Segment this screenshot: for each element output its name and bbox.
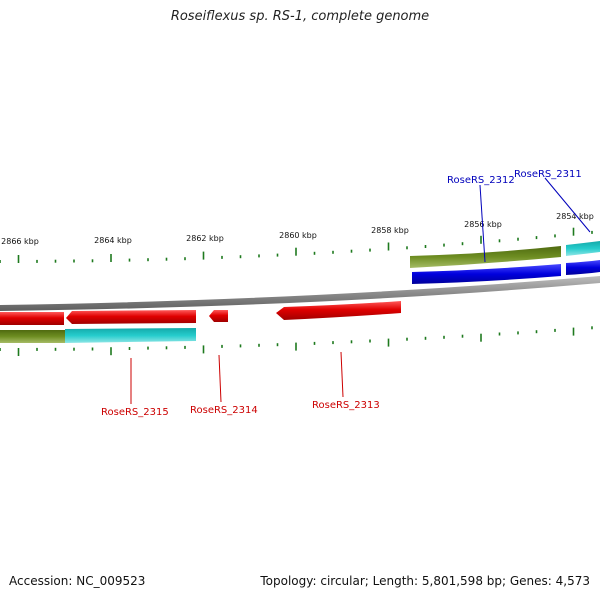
reverse-gene-rosers-2313[interactable] bbox=[276, 301, 401, 320]
reverse-gene-rosers-2314[interactable] bbox=[66, 310, 196, 324]
forward-gene-rosers-2312[interactable] bbox=[412, 264, 561, 284]
forward-gene-rosers-2311[interactable] bbox=[566, 260, 600, 275]
outer-tick-marks bbox=[0, 227, 593, 263]
leader-line-rosers-2311 bbox=[544, 177, 591, 233]
gene-label-rosers-2313: RoseRS_2313 bbox=[312, 400, 380, 411]
tick-label-2866: 2866 kbp bbox=[1, 237, 39, 246]
genome-backbone bbox=[0, 276, 600, 311]
genome-summary-text: Topology: circular; Length: 5,801,598 bp… bbox=[260, 574, 590, 588]
map-title: Roseiflexus sp. RS-1, complete genome bbox=[170, 9, 430, 24]
forward-olive-bar bbox=[410, 246, 561, 268]
tick-label-2860: 2860 kbp bbox=[279, 231, 317, 240]
reverse-gene-rosers-2314b[interactable] bbox=[209, 310, 228, 322]
leader-line-rosers-2312 bbox=[479, 184, 486, 263]
inner-tick-marks bbox=[0, 326, 593, 356]
gene-label-rosers-2314: RoseRS_2314 bbox=[190, 405, 258, 416]
leader-line-rosers-2314 bbox=[218, 354, 222, 403]
leader-line-rosers-2313 bbox=[340, 351, 344, 398]
reverse-gene-rosers-2315[interactable] bbox=[0, 312, 64, 325]
reverse-cyan-bar bbox=[65, 328, 196, 343]
tick-label-2864: 2864 kbp bbox=[94, 236, 132, 245]
tick-label-2862: 2862 kbp bbox=[186, 234, 224, 243]
gene-label-rosers-2311: RoseRS_2311 bbox=[514, 169, 582, 180]
reverse-olive-bar bbox=[0, 330, 65, 343]
tick-label-2854: 2854 kbp bbox=[556, 212, 594, 221]
forward-cyan-bar bbox=[566, 241, 600, 256]
accession-text: Accession: NC_009523 bbox=[9, 574, 146, 588]
gene-label-rosers-2315: RoseRS_2315 bbox=[101, 407, 169, 418]
tick-label-2858: 2858 kbp bbox=[371, 226, 409, 235]
gene-label-rosers-2312: RoseRS_2312 bbox=[447, 175, 515, 186]
